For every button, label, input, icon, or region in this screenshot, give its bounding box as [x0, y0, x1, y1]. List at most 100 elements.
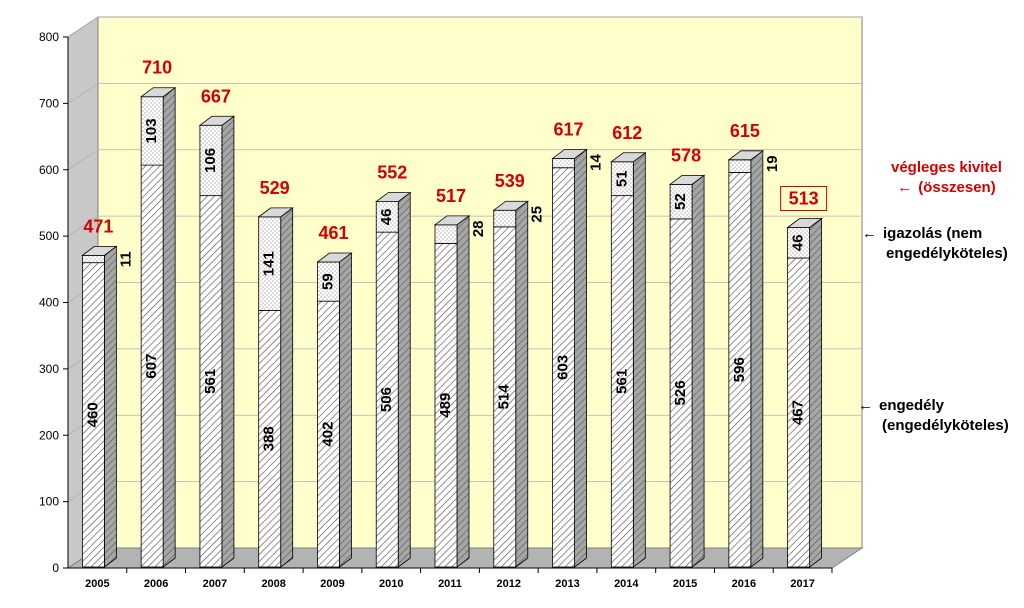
data-label-engedely: 514: [496, 384, 513, 410]
gridline: [67, 16, 862, 38]
total-highlight-box: [780, 185, 828, 211]
gridline: [67, 215, 862, 237]
legend-total-line2: (összesen): [918, 179, 996, 196]
bar-top: [433, 215, 471, 226]
bar-side: [574, 148, 587, 568]
x-tick-label: 2016: [732, 578, 756, 590]
bar-top: [81, 245, 118, 256]
x-tick-label: 2005: [85, 578, 109, 590]
data-label-total: 471: [83, 216, 113, 236]
bar-side: [456, 215, 470, 568]
bar-side: [221, 115, 235, 568]
bar-side: [691, 174, 705, 568]
data-label-engedely: 489: [437, 393, 454, 418]
data-label-total: 617: [554, 119, 584, 139]
data-label-total: 529: [260, 178, 290, 198]
arrow-left-icon: ←: [862, 225, 877, 242]
data-label-igazolas: 46: [378, 209, 395, 226]
data-label-engedely: 388: [261, 426, 278, 451]
data-label-total: 539: [495, 171, 525, 191]
x-tick-label: 2013: [555, 578, 579, 590]
bar-top: [668, 174, 706, 185]
x-tick-label: 2009: [320, 578, 344, 590]
arrow-left-icon: ←: [858, 397, 873, 414]
data-label-total: 461: [318, 223, 348, 243]
bar-side: [397, 191, 411, 568]
data-label-total: 710: [142, 58, 172, 78]
data-label-igazolas: 141: [261, 251, 278, 276]
legend-total-line2-wrap: ← (összesen): [891, 178, 1002, 198]
bar-top: [139, 87, 177, 98]
data-label-engedely: 506: [378, 387, 395, 412]
legend-total-line1: végleges kivitel: [891, 159, 1002, 176]
y-tick-label: 200: [39, 428, 59, 442]
bar-igazolas: [81, 254, 105, 264]
data-label-total: 667: [201, 86, 231, 106]
arrow-left-icon: ←: [897, 179, 913, 196]
data-label-igazolas: 11: [117, 251, 134, 267]
x-tick-label: 2017: [790, 578, 814, 590]
data-label-total: 517: [436, 186, 466, 206]
data-label-igazolas: 59: [319, 273, 336, 290]
legend-engedely-line2: (engedélyköteles): [882, 417, 1009, 434]
y-tick-label: 700: [39, 96, 59, 110]
data-label-total: 612: [612, 123, 642, 143]
y-tick-label: 0: [52, 561, 59, 575]
x-tick-label: 2007: [203, 578, 227, 590]
bar-top: [257, 207, 294, 218]
x-tick-label: 2011: [438, 578, 462, 590]
bar-side: [515, 200, 529, 568]
y-tick-label: 600: [39, 163, 59, 177]
legend-engedely: ← engedély (engedélyköteles): [858, 396, 1009, 436]
bar-top: [375, 192, 412, 203]
bar-top: [316, 252, 353, 263]
data-label-engedely: 402: [319, 422, 336, 447]
gridline: [67, 82, 862, 104]
bar-side: [339, 252, 352, 568]
data-label-engedely: 603: [555, 355, 572, 380]
data-label-total: 615: [730, 121, 760, 141]
bar-side: [280, 207, 294, 568]
legend-engedely-line1-wrap: ← engedély: [858, 396, 1009, 416]
gridline: [67, 149, 862, 171]
bar-top: [198, 115, 236, 126]
bar-side: [103, 245, 117, 568]
x-tick-label: 2008: [261, 578, 285, 590]
legend-total: végleges kivitel ← (összesen): [891, 158, 1002, 198]
data-label-total: 513: [789, 188, 819, 208]
data-label-total: 552: [377, 163, 407, 183]
data-label-engedely: 561: [613, 369, 630, 394]
data-label-engedely: 460: [84, 402, 101, 427]
data-label-igazolas: 51: [613, 170, 630, 187]
bar-top: [551, 149, 588, 159]
y-tick-label: 400: [39, 296, 59, 310]
x-tick-label: 2015: [673, 578, 697, 590]
y-tick-label: 300: [39, 362, 59, 376]
data-label-igazolas: 25: [529, 206, 546, 223]
legend-igazolas-line1: igazolás (nem: [883, 225, 983, 242]
legend-igazolas-line2: engedélyköteles): [886, 245, 1008, 262]
bar-igazolas: [493, 209, 517, 228]
bar-side: [809, 217, 823, 568]
bar-side: [632, 151, 646, 568]
data-label-engedely: 526: [672, 380, 689, 405]
bar-top: [786, 218, 823, 228]
data-label-engedely: 561: [202, 369, 219, 394]
legend-engedely-line1: engedély: [879, 397, 945, 414]
x-tick-label: 2014: [614, 578, 639, 590]
y-tick-label: 800: [39, 30, 59, 44]
bar-igazolas: [552, 158, 575, 169]
data-label-igazolas: 106: [202, 148, 219, 173]
data-label-igazolas: 46: [790, 234, 807, 251]
y-tick-label: 100: [39, 495, 59, 509]
legend-igazolas: ← igazolás (nem engedélyköteles): [862, 224, 1008, 264]
data-label-engedely: 607: [143, 354, 160, 379]
legend-igazolas-line1-wrap: ← igazolás (nem: [862, 224, 1008, 244]
bar-top: [492, 200, 529, 211]
data-label-igazolas: 103: [143, 118, 160, 143]
data-label-igazolas: 19: [764, 155, 781, 172]
y-tick-label: 500: [39, 229, 59, 243]
bar-top: [727, 150, 765, 161]
data-label-engedely: 467: [790, 400, 807, 425]
